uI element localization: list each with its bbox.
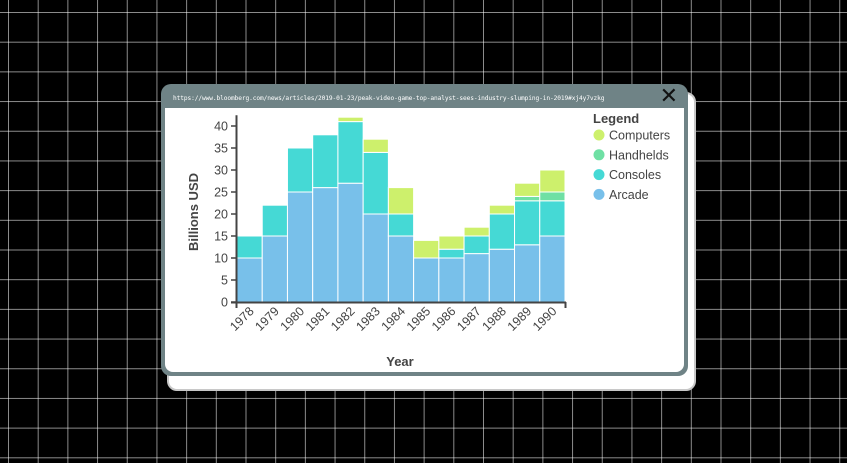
y-tick-label-15: 15 — [214, 230, 228, 244]
bar-segment-computers-1987 — [463, 226, 490, 237]
x-tick-label-1990: 1990 — [530, 304, 560, 334]
bar-segment-consoles-1979 — [261, 204, 288, 237]
bar-segment-consoles-1982 — [337, 121, 364, 184]
bar-segment-arcade-1983 — [362, 213, 389, 303]
bar-segment-arcade-1986 — [438, 257, 465, 303]
bar-segment-arcade-1978 — [236, 257, 263, 303]
x-tick-label-1989: 1989 — [505, 304, 535, 334]
x-tick-label-1981: 1981 — [303, 304, 333, 334]
chart-popup: https://www.bloomberg.com/news/articles/… — [161, 84, 688, 376]
legend-label-computers: Computers — [609, 129, 670, 143]
y-tick-label-20: 20 — [214, 208, 228, 222]
close-icon[interactable]: ✕ — [659, 84, 678, 109]
bar-segment-arcade-1982 — [337, 182, 364, 303]
bar-segment-consoles-1986 — [438, 248, 465, 259]
x-tick-label-1985: 1985 — [404, 304, 434, 334]
y-tick-label-25: 25 — [214, 186, 228, 200]
x-tick-label-1988: 1988 — [479, 304, 509, 334]
legend-swatch-consoles — [593, 169, 605, 181]
y-tick-label-30: 30 — [214, 164, 228, 178]
bar-segment-handhelds-1989 — [514, 195, 541, 202]
x-tick-label-1987: 1987 — [454, 304, 484, 334]
x-tick-label-1982: 1982 — [328, 304, 358, 334]
bar-segment-arcade-1980 — [286, 191, 314, 303]
popup-body: 0 5 10 15 20 25 30 35 40 1978 1979 1980 1981 1982 1983… — [165, 108, 684, 372]
bar-segment-handhelds-1990 — [539, 191, 566, 202]
legend-label-consoles: Consoles — [609, 168, 661, 182]
y-tick-label-10: 10 — [214, 252, 228, 266]
bar-segment-consoles-1984 — [387, 213, 415, 237]
bar-segment-consoles-1980 — [286, 147, 314, 193]
y-tick-label-40: 40 — [214, 120, 228, 134]
x-axis-label: Year — [386, 354, 413, 369]
legend-swatch-handhelds — [593, 149, 605, 161]
x-tick-label-1984: 1984 — [379, 304, 409, 334]
bar-segment-consoles-1990 — [539, 200, 566, 237]
popup-url: https://www.bloomberg.com/news/articles/… — [173, 95, 605, 102]
bar-segment-consoles-1989 — [514, 200, 541, 246]
bar-segment-computers-1988 — [488, 204, 516, 215]
y-tick-label-0: 0 — [221, 296, 228, 310]
y-tick-label-5: 5 — [221, 274, 228, 288]
legend-label-handhelds: Handhelds — [609, 148, 669, 162]
y-tick-label-35: 35 — [214, 142, 228, 156]
bar-segment-consoles-1981 — [312, 134, 339, 189]
legend-label-arcade: Arcade — [609, 188, 649, 202]
legend-title: Legend — [593, 111, 639, 126]
legend-swatch-arcade — [593, 188, 605, 200]
bar-segment-arcade-1985 — [413, 257, 440, 303]
legend: Legend Computers Handhelds Consoles Arcade — [593, 111, 670, 202]
bars-layer — [236, 116, 566, 303]
x-tick-label-1978: 1978 — [227, 304, 257, 334]
x-tick-label-1986: 1986 — [429, 304, 459, 334]
bar-segment-computers-1982 — [337, 116, 364, 123]
bar-segment-arcade-1988 — [488, 248, 516, 303]
bar-segment-arcade-1989 — [514, 244, 541, 303]
bar-segment-consoles-1988 — [488, 213, 516, 250]
bar-segment-computers-1989 — [514, 182, 541, 197]
bar-segment-consoles-1978 — [236, 235, 263, 259]
bar-segment-consoles-1987 — [463, 235, 490, 255]
bar-segment-arcade-1984 — [387, 235, 415, 303]
legend-swatch-computers — [593, 129, 605, 141]
bar-segment-computers-1990 — [539, 169, 566, 193]
bar-segment-arcade-1981 — [312, 187, 339, 303]
bar-segment-arcade-1987 — [463, 253, 490, 303]
x-tick-label-1979: 1979 — [252, 304, 282, 334]
bar-segment-computers-1985 — [413, 239, 440, 259]
bar-segment-computers-1984 — [387, 187, 415, 215]
bar-segment-computers-1983 — [362, 138, 389, 153]
x-tick-label-1983: 1983 — [353, 304, 383, 334]
bar-segment-computers-1986 — [438, 235, 465, 250]
y-axis-label: Billions USD — [186, 173, 201, 251]
bar-segment-arcade-1990 — [539, 235, 566, 303]
bar-segment-consoles-1983 — [362, 151, 389, 215]
bar-segment-arcade-1979 — [261, 235, 288, 303]
stacked-bar-chart: 0 5 10 15 20 25 30 35 40 197819791980198119821983… — [186, 111, 670, 369]
x-tick-label-1980: 1980 — [278, 304, 308, 334]
